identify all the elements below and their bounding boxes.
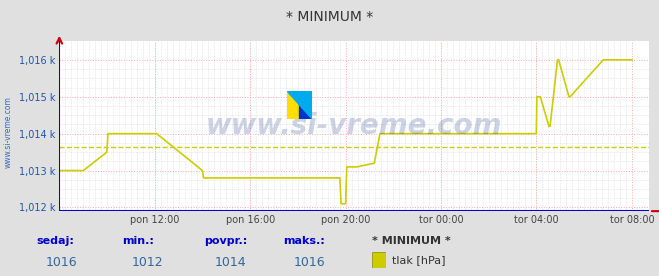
- Text: min.:: min.:: [122, 236, 154, 246]
- Text: povpr.:: povpr.:: [204, 236, 248, 246]
- Text: www.si-vreme.com: www.si-vreme.com: [206, 112, 502, 140]
- Text: maks.:: maks.:: [283, 236, 325, 246]
- Text: * MINIMUM *: * MINIMUM *: [286, 10, 373, 24]
- Text: 1016: 1016: [46, 256, 78, 269]
- Polygon shape: [287, 91, 312, 119]
- Text: 1012: 1012: [132, 256, 163, 269]
- Text: * MINIMUM *: * MINIMUM *: [372, 236, 451, 246]
- Bar: [287, 91, 299, 119]
- Text: tlak [hPa]: tlak [hPa]: [392, 255, 445, 265]
- Text: 1014: 1014: [214, 256, 246, 269]
- Text: sedaj:: sedaj:: [36, 236, 74, 246]
- Text: www.si-vreme.com: www.si-vreme.com: [3, 97, 13, 168]
- Text: 1016: 1016: [293, 256, 325, 269]
- Bar: [299, 91, 312, 119]
